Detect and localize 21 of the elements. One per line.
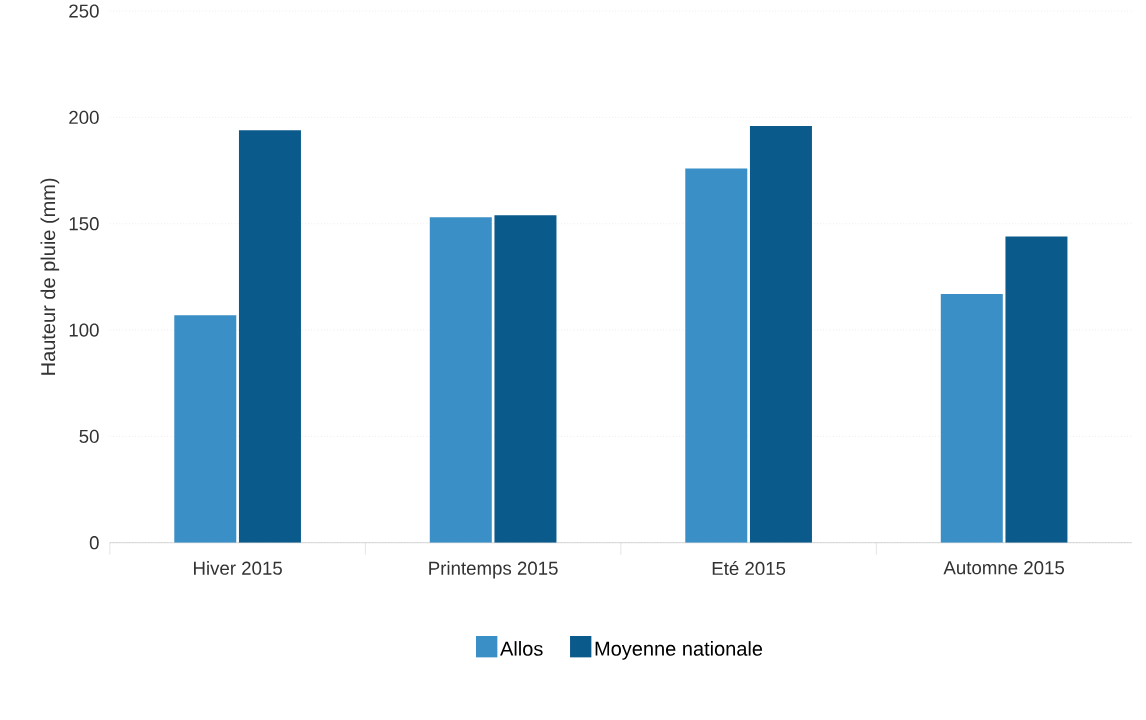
bar bbox=[429, 217, 492, 543]
x-tick-label: Printemps 2015 bbox=[429, 561, 558, 579]
y-tick-label: 150 bbox=[69, 217, 99, 231]
x-tick-label: Eté 2015 bbox=[712, 561, 786, 576]
bar bbox=[238, 130, 301, 543]
legend-label: Moyenne nationale bbox=[595, 641, 763, 660]
bar bbox=[174, 315, 237, 543]
bar bbox=[749, 126, 812, 543]
legend-label: Allos bbox=[500, 641, 543, 656]
y-tick-label: 50 bbox=[79, 429, 99, 444]
y-tick-label: 0 bbox=[89, 536, 99, 550]
y-tick-label: 200 bbox=[69, 110, 99, 125]
x-tick-label: Hiver 2015 bbox=[194, 561, 282, 575]
bar bbox=[1005, 236, 1068, 543]
bar bbox=[940, 294, 1003, 543]
bar bbox=[685, 168, 748, 543]
bar bbox=[494, 215, 557, 543]
y-tick-label: 250 bbox=[69, 4, 99, 18]
y-axis-title: Hauteur de pluie (mm) bbox=[40, 178, 60, 375]
y-tick-label: 100 bbox=[69, 323, 99, 337]
x-tick-label: Automne 2015 bbox=[943, 561, 1065, 575]
